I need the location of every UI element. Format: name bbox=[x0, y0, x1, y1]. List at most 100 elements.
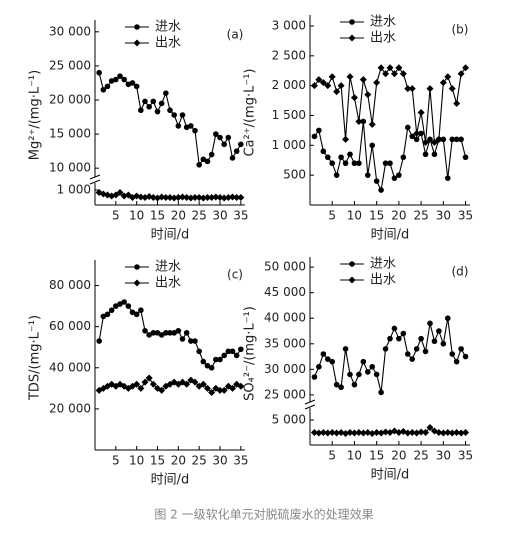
point bbox=[439, 79, 447, 87]
point bbox=[431, 338, 438, 345]
point bbox=[220, 194, 228, 202]
point bbox=[342, 160, 349, 167]
legend-label: 进水 bbox=[155, 260, 181, 275]
point bbox=[347, 371, 353, 378]
legend-marker bbox=[348, 34, 356, 42]
point bbox=[462, 353, 469, 360]
legend-label: 出水 bbox=[370, 273, 396, 288]
point bbox=[158, 193, 166, 201]
point bbox=[444, 429, 452, 436]
point bbox=[137, 384, 145, 392]
point bbox=[342, 346, 349, 352]
point bbox=[213, 131, 219, 137]
point bbox=[449, 136, 456, 143]
point bbox=[310, 82, 318, 90]
point bbox=[310, 429, 318, 436]
point bbox=[311, 374, 318, 380]
point bbox=[238, 346, 244, 353]
legend-label: 进水 bbox=[370, 15, 396, 30]
point bbox=[417, 109, 425, 116]
point bbox=[387, 335, 393, 342]
point bbox=[121, 299, 127, 305]
point bbox=[199, 194, 207, 202]
point bbox=[121, 76, 127, 83]
point bbox=[364, 172, 371, 178]
panel-label: (b) bbox=[452, 23, 469, 37]
point bbox=[195, 194, 203, 201]
legend-marker bbox=[349, 19, 355, 25]
point bbox=[448, 429, 456, 437]
y-tick-label: 30 000 bbox=[49, 24, 91, 38]
point bbox=[142, 98, 148, 105]
point bbox=[390, 70, 398, 78]
point bbox=[408, 429, 416, 436]
point bbox=[191, 378, 199, 386]
point bbox=[116, 189, 124, 196]
x-axis-label: 时间/d bbox=[371, 228, 410, 243]
point bbox=[422, 138, 430, 146]
point bbox=[369, 363, 376, 370]
x-tick-label: 15 bbox=[150, 454, 165, 468]
point bbox=[237, 382, 245, 390]
point bbox=[175, 327, 182, 334]
y-tick-label: 5 000 bbox=[272, 413, 306, 427]
point bbox=[333, 381, 340, 388]
point bbox=[167, 330, 173, 336]
point bbox=[158, 386, 166, 394]
point bbox=[183, 330, 190, 336]
point bbox=[413, 129, 421, 137]
point bbox=[166, 194, 174, 201]
point bbox=[221, 141, 227, 148]
x-axis-label: 时间/d bbox=[371, 468, 410, 483]
point bbox=[364, 91, 372, 99]
y-tick-label: 20 000 bbox=[49, 401, 91, 415]
point bbox=[175, 123, 182, 129]
point bbox=[192, 127, 198, 134]
point bbox=[96, 69, 102, 76]
point bbox=[382, 346, 389, 352]
point bbox=[199, 380, 207, 388]
y-tick-label: 500 bbox=[283, 168, 306, 182]
point bbox=[355, 429, 363, 436]
point bbox=[133, 311, 140, 318]
series-line bbox=[313, 318, 467, 393]
point bbox=[188, 338, 194, 344]
point bbox=[104, 83, 111, 90]
point bbox=[208, 194, 216, 201]
x-tick-label: 35 bbox=[233, 209, 248, 223]
point bbox=[462, 429, 470, 436]
point bbox=[329, 160, 336, 167]
point bbox=[146, 104, 152, 110]
y-tick-label: 40 000 bbox=[264, 311, 306, 325]
legend-label: 出水 bbox=[370, 31, 396, 46]
x-tick-label: 5 bbox=[112, 454, 120, 468]
point bbox=[338, 384, 344, 391]
point bbox=[350, 429, 358, 437]
point bbox=[458, 346, 464, 352]
point bbox=[162, 194, 170, 201]
point bbox=[170, 194, 178, 202]
point bbox=[221, 352, 227, 359]
point bbox=[328, 429, 336, 436]
x-tick-label: 25 bbox=[413, 209, 428, 223]
point bbox=[204, 384, 211, 392]
point bbox=[319, 79, 327, 87]
point bbox=[435, 429, 443, 436]
point bbox=[364, 369, 371, 375]
point bbox=[453, 136, 460, 143]
point bbox=[238, 141, 244, 148]
point bbox=[320, 148, 327, 155]
point bbox=[422, 348, 429, 355]
point bbox=[129, 80, 136, 86]
point bbox=[316, 127, 322, 134]
point bbox=[163, 90, 169, 96]
point bbox=[404, 85, 412, 93]
point bbox=[328, 73, 336, 81]
y-tick-label: 2 000 bbox=[272, 78, 306, 92]
point bbox=[237, 194, 245, 201]
point bbox=[453, 100, 461, 108]
y-tick-label: 35 000 bbox=[264, 336, 306, 350]
y-tick-label: 60 000 bbox=[49, 319, 91, 333]
point bbox=[149, 194, 157, 201]
point bbox=[346, 73, 354, 81]
